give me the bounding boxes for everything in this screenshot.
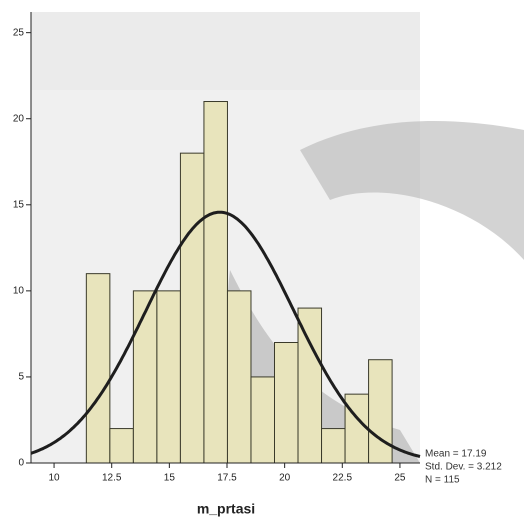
- x-axis-title: m_prtasi: [197, 501, 255, 517]
- y-tick-label: 15: [13, 199, 25, 210]
- bar: [109, 428, 134, 464]
- x-tick-label: 25: [394, 473, 406, 484]
- x-tick-label: 17.5: [217, 473, 237, 484]
- bar: [132, 290, 158, 464]
- stat-label: Std. Dev. = 3.212: [425, 462, 502, 473]
- x-tick-label: 12.5: [102, 473, 122, 484]
- bar: [250, 376, 275, 464]
- y-tick-label: 20: [13, 113, 25, 124]
- bar: [297, 307, 323, 464]
- stat-label: N = 115: [425, 475, 460, 486]
- bar: [368, 359, 393, 464]
- bar: [226, 290, 252, 464]
- bar: [321, 428, 346, 464]
- y-tick-label: 10: [13, 286, 25, 297]
- bar: [179, 152, 205, 464]
- bar: [203, 101, 228, 464]
- plot-band: [31, 12, 420, 90]
- bar: [273, 342, 299, 464]
- y-tick-label: 25: [13, 27, 25, 38]
- x-tick-label: 20: [279, 473, 291, 484]
- bar: [156, 290, 181, 464]
- x-tick-label: 10: [48, 473, 60, 484]
- x-tick-label: 22.5: [333, 473, 353, 484]
- watermark: [300, 121, 524, 260]
- normal-curve: [30, 210, 421, 458]
- x-tick-label: 15: [164, 473, 176, 484]
- y-tick-label: 0: [18, 458, 24, 469]
- bar: [344, 393, 370, 464]
- bar: [85, 273, 111, 464]
- stat-label: Mean = 17.19: [425, 449, 487, 460]
- y-tick-label: 5: [18, 372, 24, 383]
